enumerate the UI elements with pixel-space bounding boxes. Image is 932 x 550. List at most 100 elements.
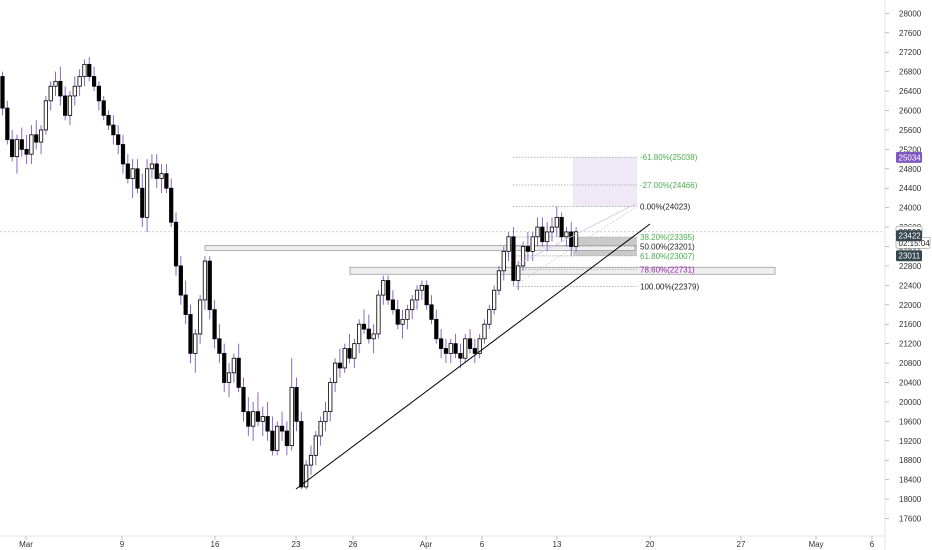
y-tick-label: 22800 bbox=[899, 262, 922, 271]
y-tick-label: 26400 bbox=[899, 87, 922, 96]
y-tick-label: 19200 bbox=[899, 437, 922, 446]
candle-down bbox=[241, 386, 246, 413]
candle-up bbox=[14, 139, 20, 158]
fib-level-label: 61.80%(23007) bbox=[640, 252, 695, 261]
candle-up bbox=[149, 163, 155, 170]
candle-up bbox=[313, 435, 318, 456]
candle-down bbox=[111, 124, 116, 136]
candle-down bbox=[183, 294, 188, 315]
candle-down bbox=[125, 163, 130, 179]
x-tick-label: Mar bbox=[19, 540, 33, 549]
fib-level-label: 78.60%(22731) bbox=[640, 265, 695, 274]
candle-up bbox=[520, 246, 526, 267]
candle-up bbox=[381, 280, 386, 296]
y-tick-label: 25200 bbox=[899, 145, 922, 154]
candle-down bbox=[443, 348, 449, 354]
x-tick-label: 27 bbox=[737, 540, 746, 549]
candle-down bbox=[294, 386, 299, 422]
candle-down bbox=[19, 139, 24, 150]
candle-down bbox=[361, 323, 367, 330]
candle-up bbox=[549, 226, 555, 233]
y-tick-label: 21200 bbox=[899, 340, 922, 349]
y-tick-label: 27200 bbox=[899, 48, 922, 57]
candle-up bbox=[535, 226, 540, 238]
candle-up bbox=[376, 294, 381, 335]
candle-down bbox=[424, 284, 429, 306]
candle-down bbox=[467, 338, 473, 349]
fib-level-label: -61.80%(25038) bbox=[640, 153, 698, 162]
candle-up bbox=[251, 411, 256, 427]
x-tick-label: 20 bbox=[646, 540, 655, 549]
candle-up bbox=[318, 420, 323, 437]
candle-up bbox=[260, 416, 265, 422]
y-tick-label: 20800 bbox=[899, 359, 922, 368]
candle-up bbox=[492, 289, 497, 311]
price-tag-label: 25034 bbox=[899, 153, 922, 162]
candle-up bbox=[43, 100, 48, 131]
projection-line bbox=[515, 202, 638, 266]
fib-level-label: -27.00%(24466) bbox=[640, 181, 698, 190]
price-tag-label: 23011 bbox=[899, 252, 921, 261]
price-tag-dark bbox=[896, 250, 922, 262]
y-tick-label: 20400 bbox=[899, 379, 922, 388]
candle-down bbox=[87, 63, 92, 77]
candle-down bbox=[265, 416, 270, 432]
candle-down bbox=[395, 309, 400, 325]
candle-up bbox=[371, 333, 376, 340]
candle-up bbox=[328, 382, 333, 413]
candle-down bbox=[188, 314, 193, 354]
candle-down bbox=[366, 328, 371, 340]
price-tag-label: 02:15:04 bbox=[899, 239, 931, 248]
y-tick-label: 18000 bbox=[899, 495, 922, 504]
candle-up bbox=[405, 309, 410, 320]
candle-up bbox=[352, 343, 357, 359]
candle-down bbox=[299, 420, 304, 488]
candle-up bbox=[159, 173, 164, 179]
x-tick-label: 26 bbox=[349, 540, 358, 549]
candle-up bbox=[573, 231, 579, 247]
y-tick-label: 17600 bbox=[899, 515, 922, 524]
candle-down bbox=[472, 348, 477, 354]
candle-down bbox=[559, 216, 564, 238]
candle-down bbox=[154, 163, 159, 179]
x-tick-label: 6 bbox=[480, 540, 485, 549]
candle-down bbox=[207, 260, 212, 311]
candle-down bbox=[34, 134, 39, 143]
time-axis[interactable]: Mar 9 16 23 26 Apr 6 13 20 27 May 6 bbox=[19, 536, 875, 549]
candle-up bbox=[198, 299, 203, 335]
candle-down bbox=[178, 265, 183, 296]
candle-up bbox=[77, 76, 82, 87]
resistance-box-lower bbox=[349, 266, 776, 275]
candle-up bbox=[202, 260, 208, 301]
candle-down bbox=[116, 134, 121, 145]
candle-up bbox=[463, 338, 468, 359]
candle-up bbox=[67, 95, 73, 116]
candle-down bbox=[279, 425, 285, 432]
candle-series bbox=[0, 57, 579, 490]
candle-down bbox=[246, 411, 251, 427]
candle-down bbox=[222, 352, 227, 383]
candle-up bbox=[130, 168, 135, 179]
candle-down bbox=[511, 236, 516, 281]
candle-down bbox=[453, 343, 458, 354]
candle-up bbox=[275, 425, 280, 451]
candle-down bbox=[270, 430, 275, 451]
candle-up bbox=[482, 323, 487, 340]
candle-up bbox=[226, 372, 232, 383]
candle-down bbox=[458, 352, 463, 359]
candle-down bbox=[525, 246, 530, 252]
price-tag-highlight bbox=[896, 151, 922, 163]
candle-up bbox=[357, 323, 362, 345]
candle-up bbox=[144, 168, 150, 218]
candle-up bbox=[554, 216, 559, 228]
fib-level-label: 50.00%(23201) bbox=[640, 242, 695, 251]
y-tick-label: 21600 bbox=[899, 320, 922, 329]
candle-up bbox=[38, 129, 44, 143]
y-tick-label: 24800 bbox=[899, 165, 922, 174]
fib-level-label: 38.20%(23395) bbox=[640, 233, 695, 242]
candle-up bbox=[506, 236, 511, 252]
candle-down bbox=[569, 231, 574, 247]
candle-down bbox=[284, 430, 289, 447]
